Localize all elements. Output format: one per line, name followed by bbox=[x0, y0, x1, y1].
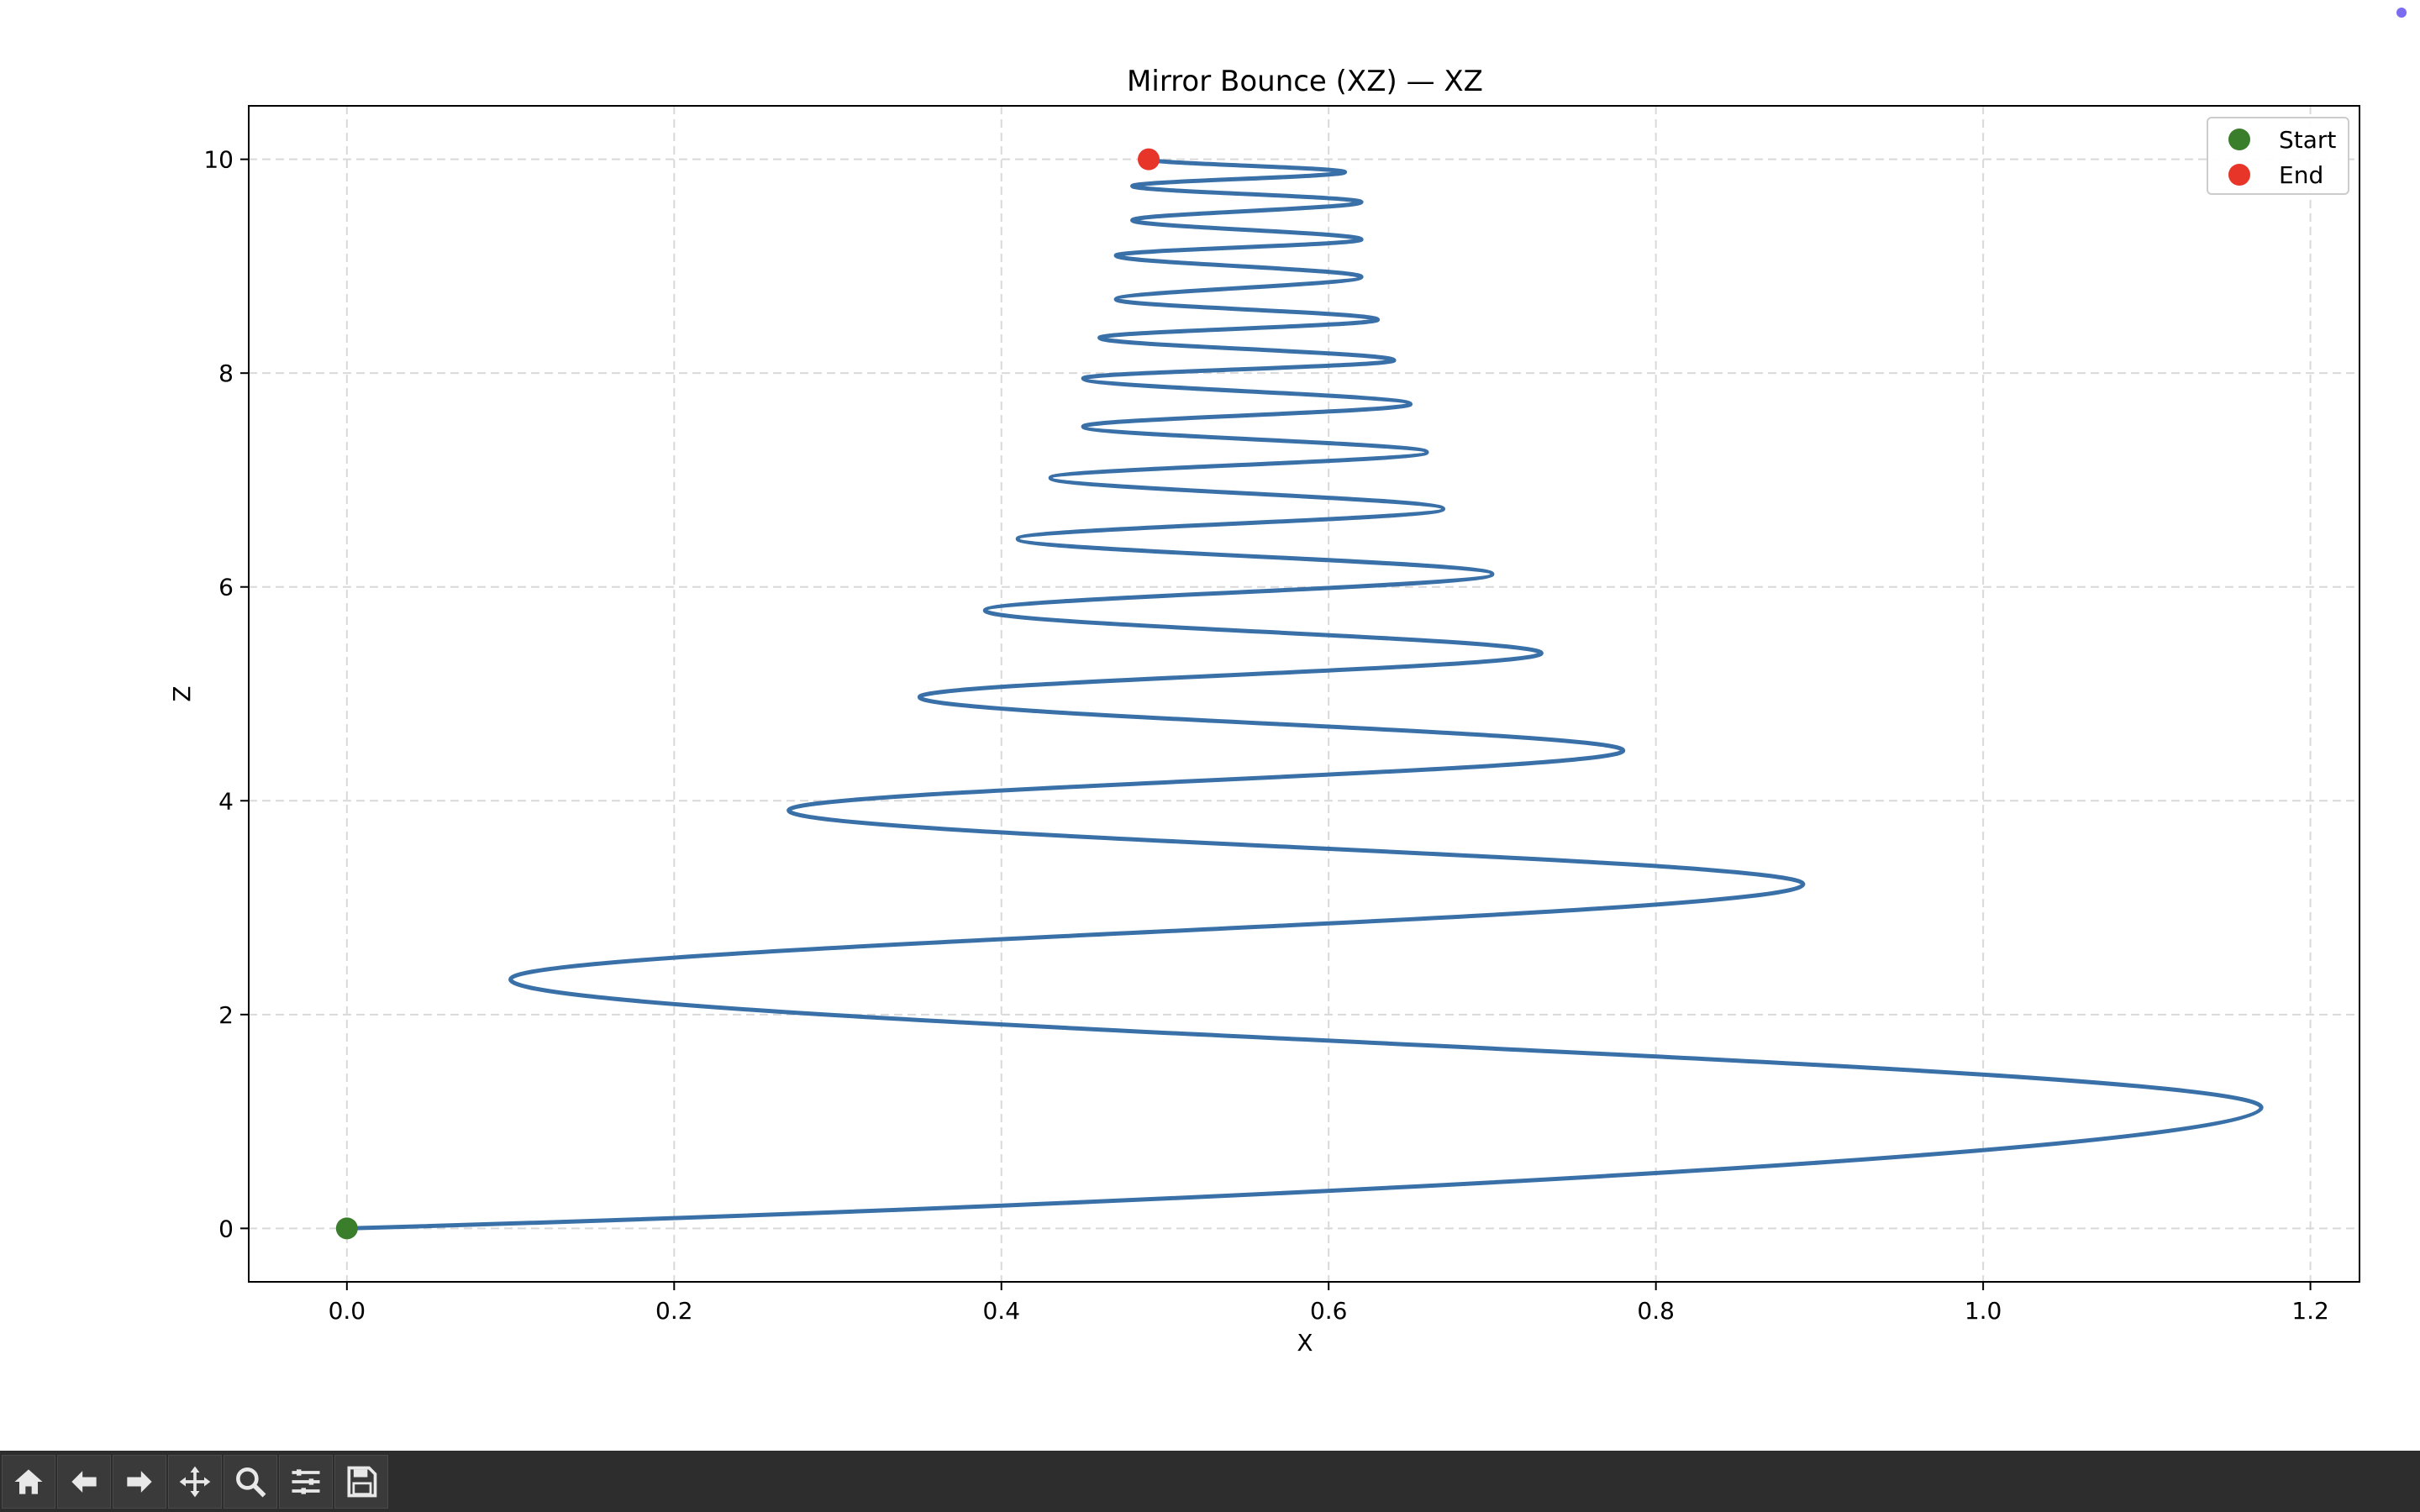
end-marker-icon bbox=[2228, 164, 2250, 186]
legend-label-start: Start bbox=[2279, 125, 2337, 154]
back-arrow-icon bbox=[71, 1470, 97, 1493]
y-tick-label: 10 bbox=[203, 146, 234, 174]
trajectory-line bbox=[346, 157, 2264, 1231]
y-tick-label: 2 bbox=[218, 1001, 234, 1029]
navigation-toolbar bbox=[0, 1451, 2420, 1512]
back-button[interactable] bbox=[57, 1454, 111, 1509]
y-ticks: 0 2 4 6 8 10 bbox=[203, 146, 249, 1242]
series-layer bbox=[335, 148, 2264, 1240]
x-tick-label: 0.4 bbox=[982, 1297, 1020, 1325]
start-point bbox=[335, 1217, 358, 1240]
configure-subplots-button[interactable] bbox=[279, 1454, 333, 1509]
legend: Start End bbox=[2207, 117, 2349, 195]
start-marker-icon bbox=[2228, 129, 2250, 150]
save-button[interactable] bbox=[334, 1454, 388, 1509]
x-tick-label: 0.8 bbox=[1637, 1297, 1675, 1325]
x-tick-label: 0.2 bbox=[655, 1297, 693, 1325]
y-tick-label: 6 bbox=[218, 574, 234, 601]
legend-item-end: End bbox=[2228, 160, 2323, 189]
zoom-icon bbox=[236, 1467, 266, 1497]
legend-label-end: End bbox=[2279, 160, 2324, 189]
home-icon bbox=[14, 1468, 43, 1494]
y-tick-label: 8 bbox=[218, 360, 234, 387]
chart-title: Mirror Bounce (XZ) — XZ bbox=[1127, 65, 1483, 98]
legend-item-start: Start bbox=[2228, 125, 2336, 154]
end-point bbox=[1138, 148, 1160, 171]
status-dot-icon bbox=[2396, 8, 2407, 18]
y-tick-label: 0 bbox=[218, 1215, 234, 1242]
y-axis-label: Z bbox=[168, 685, 196, 701]
chart-figure: Mirror Bounce (XZ) — XZ 0.0 0.2 0.4 0.6 0.8 1… bbox=[168, 65, 2360, 1357]
x-tick-label: 1.2 bbox=[2291, 1297, 2329, 1325]
x-tick-label: 1.0 bbox=[1965, 1297, 2002, 1325]
configure-subplots-icon bbox=[292, 1468, 320, 1494]
pan-icon bbox=[179, 1466, 211, 1497]
x-axis-label: X bbox=[1297, 1329, 1313, 1357]
plot-frame bbox=[248, 105, 2360, 1283]
home-button[interactable] bbox=[2, 1454, 55, 1509]
zoom-button[interactable] bbox=[224, 1454, 277, 1509]
grid-lines bbox=[249, 106, 2360, 1282]
x-tick-label: 0.0 bbox=[329, 1297, 366, 1325]
pan-button[interactable] bbox=[168, 1454, 222, 1509]
forward-button[interactable] bbox=[113, 1454, 166, 1509]
forward-arrow-icon bbox=[127, 1470, 152, 1493]
y-tick-label: 4 bbox=[218, 787, 234, 815]
x-tick-label: 0.6 bbox=[1310, 1297, 1348, 1325]
x-ticks: 0.0 0.2 0.4 0.6 0.8 1.0 1.2 bbox=[329, 1282, 2329, 1325]
save-icon bbox=[347, 1466, 377, 1497]
